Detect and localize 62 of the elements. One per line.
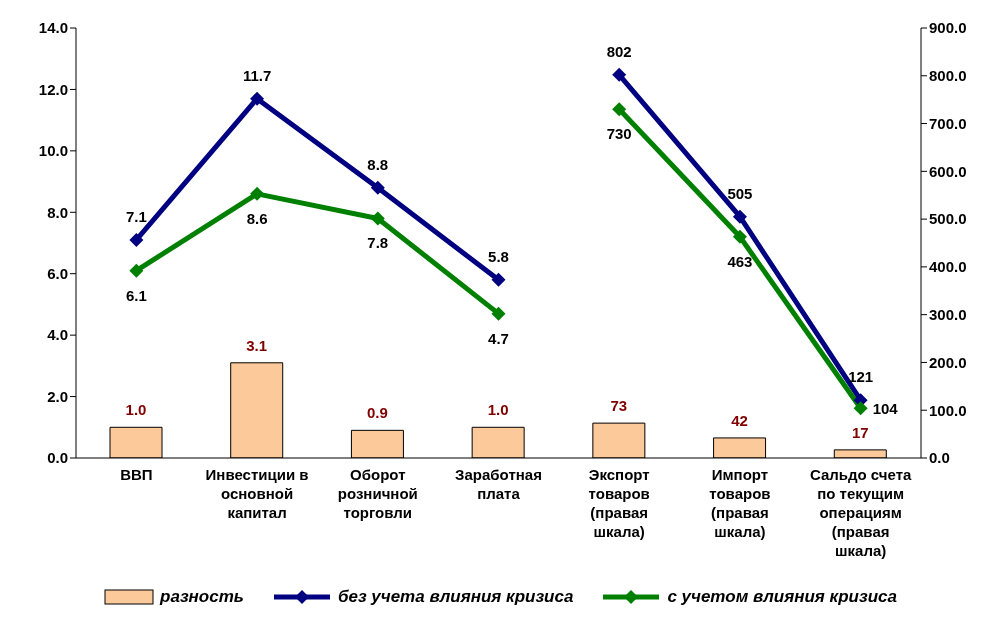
y2-tick-label: 500.0 (929, 210, 967, 228)
data-label: 3.1 (246, 336, 268, 354)
data-label: 42 (731, 411, 748, 429)
data-label: 0.9 (367, 404, 388, 422)
data-label: 5.8 (488, 247, 509, 265)
point (853, 401, 868, 416)
legend-label: разность (160, 587, 244, 607)
y2-tick-label: 100.0 (929, 401, 967, 419)
legend-label: без учета влияния кризиса (337, 587, 574, 607)
point (370, 211, 385, 226)
data-label: 505 (727, 184, 753, 202)
x-tick-label: Экспорт товаров (правая шкала) (588, 466, 650, 540)
point (129, 232, 144, 247)
y2-tick-label: 700.0 (929, 114, 967, 132)
y-tick-label: 14.0 (38, 19, 68, 37)
data-label: 463 (727, 252, 753, 270)
point (370, 180, 385, 195)
y2-tick-label: 400.0 (929, 258, 967, 276)
data-label: 7.8 (367, 234, 389, 252)
data-label: 802 (606, 42, 632, 60)
data-label: 121 (848, 368, 874, 386)
y-tick-label: 10.0 (38, 142, 68, 160)
point (129, 263, 144, 278)
y2-tick-label: 200.0 (929, 353, 967, 371)
x-tick-label: Оборот розничной торговли (337, 466, 418, 521)
y2-tick-label: 300.0 (929, 305, 967, 323)
point (250, 91, 265, 106)
y-tick-label: 8.0 (47, 203, 68, 221)
x-tick-label: Импорт товаров (правая шкала) (709, 466, 771, 540)
data-label: 73 (610, 397, 628, 415)
y2-tick-label: 0.0 (929, 449, 950, 467)
point (250, 186, 265, 201)
y-tick-label: 6.0 (47, 265, 68, 283)
data-label: 730 (606, 125, 632, 143)
data-label: 17 (851, 423, 869, 441)
y2-tick-label: 600.0 (929, 162, 967, 180)
legend-label: с учетом влияния кризиса (667, 587, 897, 607)
data-label: 1.0 (487, 401, 509, 419)
x-tick-label: Инвестиции в основной капитал (205, 466, 309, 521)
y2-tick-label: 800.0 (929, 67, 967, 85)
y-tick-label: 4.0 (47, 326, 68, 344)
y-tick-label: 2.0 (47, 387, 68, 405)
data-label: 4.7 (488, 329, 509, 347)
x-tick-label: Сальдо счета по текущим операциям (правая шкала) (809, 466, 913, 559)
point (732, 209, 747, 224)
x-tick-label: ВВП (120, 466, 153, 483)
data-label: 11.7 (242, 66, 272, 84)
data-label: 6.1 (125, 286, 147, 304)
point (491, 306, 506, 321)
y-tick-label: 0.0 (47, 449, 68, 467)
x-tick-label: Заработная плата (455, 466, 542, 502)
data-label: 1.0 (125, 401, 147, 419)
data-label: 8.8 (367, 155, 389, 173)
data-label: 8.6 (246, 209, 268, 227)
y2-tick-label: 900.0 (929, 19, 967, 37)
point (491, 272, 506, 287)
point (732, 229, 747, 244)
point (612, 102, 627, 117)
data-label: 104 (872, 400, 899, 418)
point (612, 67, 627, 82)
data-label: 7.1 (125, 207, 147, 225)
y-tick-label: 12.0 (38, 80, 68, 98)
